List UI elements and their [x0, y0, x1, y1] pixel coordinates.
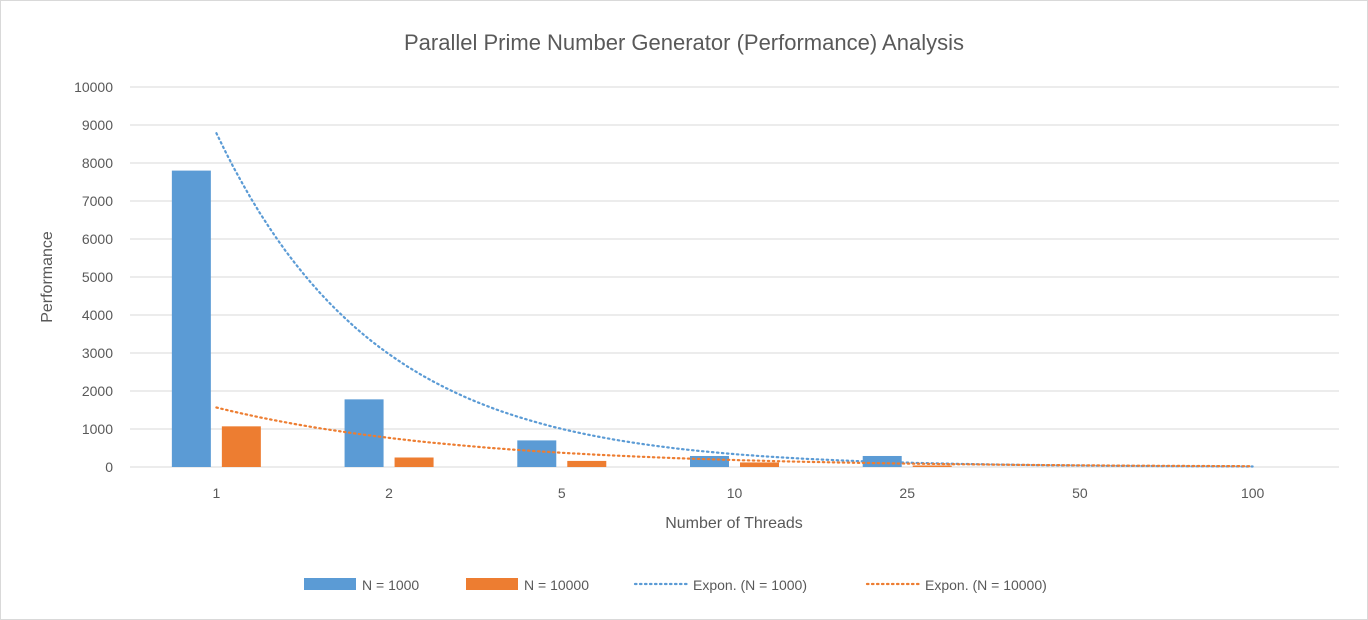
y-tick-label: 8000 [82, 155, 113, 171]
legend-swatch [466, 578, 518, 590]
bars [171, 170, 952, 467]
trendline-n10000 [215, 406, 1254, 468]
x-tick-label: 10 [727, 485, 743, 501]
legend-label: Expon. (N = 10000) [925, 577, 1047, 593]
legend: N = 1000 N = 10000 Expon. (N = 1000) Expon.… [304, 577, 1047, 593]
x-axis-title: Number of Threads [665, 515, 803, 532]
bar-n10000-25 [912, 465, 952, 467]
bar-n10000-10 [740, 462, 779, 467]
x-tick-label: 1 [212, 485, 220, 501]
legend-label: Expon. (N = 1000) [693, 577, 807, 593]
x-tick-label: 25 [899, 485, 915, 501]
bar-n1000-10 [690, 455, 729, 467]
y-tick-label: 10000 [74, 79, 113, 95]
bar-n10000-5 [567, 460, 607, 467]
y-tick-label: 9000 [82, 117, 113, 133]
y-tick-label: 3000 [82, 345, 113, 361]
y-tick-label: 7000 [82, 193, 113, 209]
gridlines [130, 86, 1339, 468]
trendlines [215, 132, 1254, 468]
legend-item-expon-n1000: Expon. (N = 1000) [633, 577, 807, 593]
y-tick-label: 1000 [82, 421, 113, 437]
y-tick-label: 5000 [82, 269, 113, 285]
y-tick-label: 6000 [82, 231, 113, 247]
bar-n1000-5 [517, 440, 557, 467]
bar-n10000-1 [221, 426, 261, 467]
legend-swatch [304, 578, 356, 590]
legend-label: N = 1000 [362, 577, 419, 593]
legend-item-n1000: N = 1000 [304, 577, 419, 593]
y-axis-ticks: 0 1000 2000 3000 4000 5000 6000 7000 8000 9000 100… [74, 79, 113, 475]
legend-item-expon-n10000: Expon. (N = 10000) [865, 577, 1047, 593]
bar-n1000-1 [171, 170, 211, 467]
bar-n10000-2 [394, 457, 434, 467]
chart-title: Parallel Prime Number Generator (Perform… [404, 30, 964, 55]
legend-item-n10000: N = 10000 [466, 577, 589, 593]
x-tick-label: 2 [385, 485, 393, 501]
y-tick-label: 0 [105, 459, 113, 475]
y-tick-label: 2000 [82, 383, 113, 399]
y-axis-title: Performance [39, 231, 56, 323]
legend-label: N = 10000 [524, 577, 589, 593]
x-tick-label: 5 [558, 485, 566, 501]
x-tick-label: 50 [1072, 485, 1088, 501]
x-tick-label: 100 [1241, 485, 1265, 501]
x-axis-ticks: 1 2 5 10 25 50 100 [212, 485, 1264, 501]
y-tick-label: 4000 [82, 307, 113, 323]
